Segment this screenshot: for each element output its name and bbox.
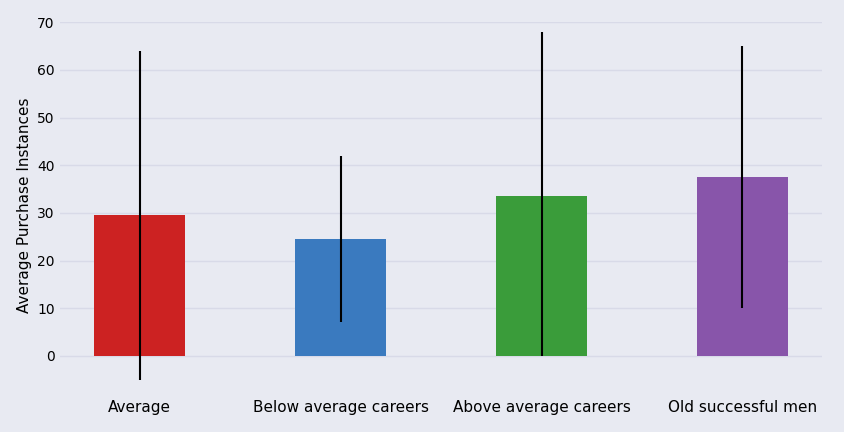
Bar: [495, 196, 586, 356]
Y-axis label: Average Purchase Instances: Average Purchase Instances: [17, 98, 31, 314]
Bar: [95, 215, 185, 356]
Bar: [295, 239, 386, 356]
Bar: [696, 177, 787, 356]
